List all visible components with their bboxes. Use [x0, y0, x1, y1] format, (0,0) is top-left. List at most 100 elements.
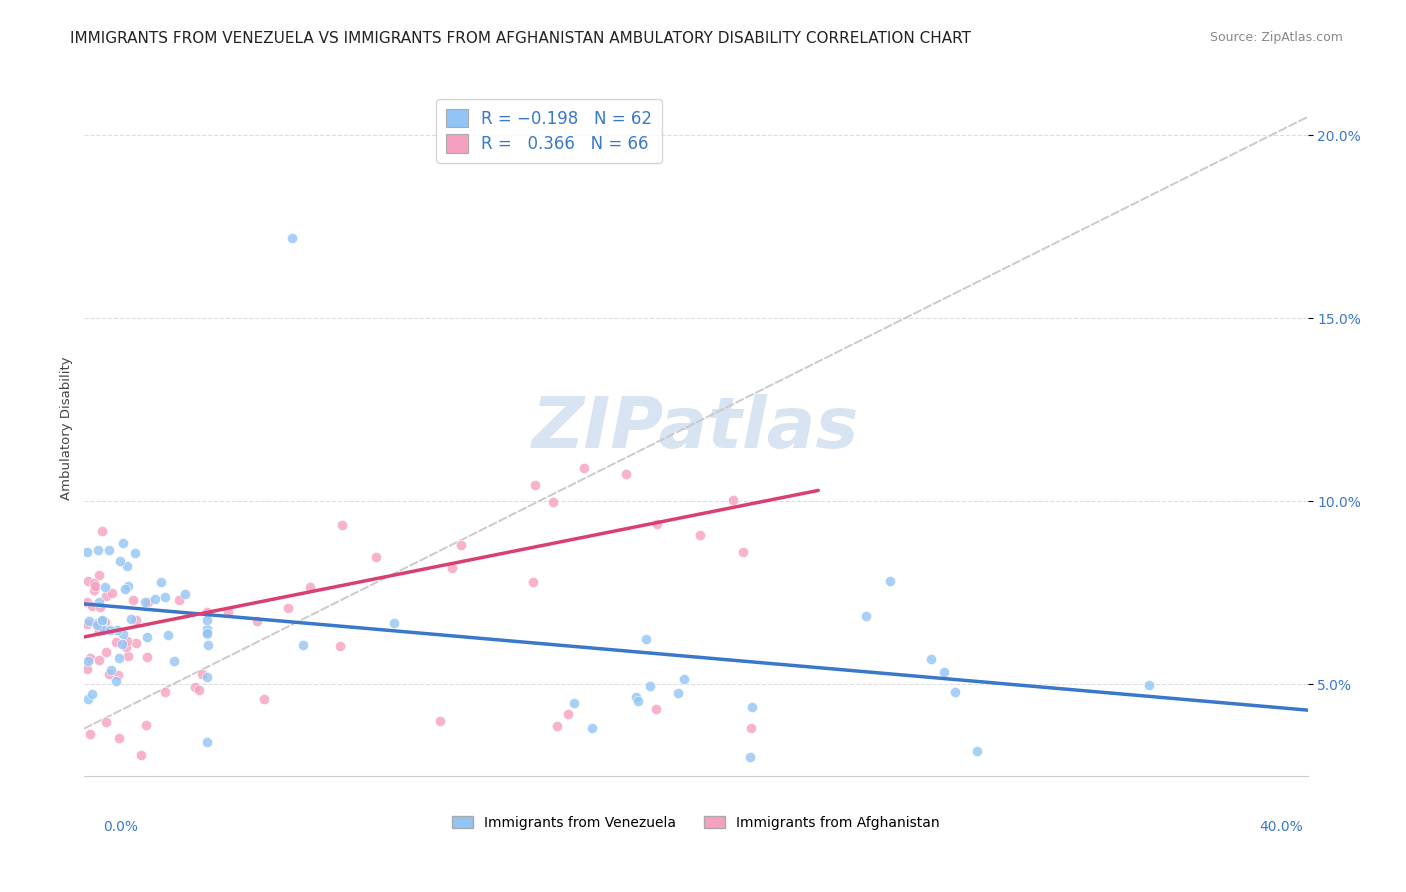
- Point: [627, 693, 650, 707]
- Text: IMMIGRANTS FROM VENEZUELA VS IMMIGRANTS FROM AFGHANISTAN AMBULATORY DISABILITY C: IMMIGRANTS FROM VENEZUELA VS IMMIGRANTS …: [70, 31, 972, 46]
- Point: [330, 517, 353, 532]
- Point: [117, 579, 139, 593]
- Point: [82, 599, 104, 614]
- Point: [246, 614, 269, 628]
- Point: [190, 666, 212, 681]
- Point: [131, 747, 153, 762]
- Point: [364, 550, 387, 565]
- Point: [98, 542, 121, 557]
- Point: [108, 731, 131, 746]
- Point: [96, 645, 118, 659]
- Point: [77, 692, 100, 706]
- Point: [120, 612, 142, 626]
- Point: [111, 627, 134, 641]
- Point: [522, 574, 544, 589]
- Point: [114, 582, 136, 597]
- Point: [523, 477, 546, 491]
- Point: [86, 543, 108, 558]
- Point: [277, 601, 299, 615]
- Point: [76, 617, 98, 632]
- Point: [666, 686, 689, 700]
- Point: [721, 492, 744, 507]
- Point: [173, 587, 195, 601]
- Point: [149, 574, 172, 589]
- Point: [111, 536, 134, 550]
- Point: [188, 682, 211, 697]
- Point: [541, 494, 564, 508]
- Point: [624, 690, 647, 704]
- Point: [134, 594, 156, 608]
- Point: [77, 614, 100, 628]
- Text: 40.0%: 40.0%: [1260, 821, 1303, 834]
- Point: [163, 654, 186, 668]
- Point: [634, 632, 657, 647]
- Point: [1137, 678, 1160, 692]
- Point: [934, 665, 956, 679]
- Point: [76, 595, 98, 609]
- Point: [96, 715, 118, 730]
- Point: [195, 735, 218, 749]
- Point: [195, 627, 218, 641]
- Point: [76, 662, 98, 676]
- Point: [167, 593, 190, 607]
- Point: [105, 635, 128, 649]
- Point: [94, 589, 117, 603]
- Point: [195, 626, 218, 640]
- Point: [557, 706, 579, 721]
- Point: [855, 608, 877, 623]
- Point: [107, 667, 129, 681]
- Point: [84, 579, 107, 593]
- Point: [91, 623, 114, 637]
- Point: [136, 595, 159, 609]
- Y-axis label: Ambulatory Disability: Ambulatory Disability: [60, 356, 73, 500]
- Point: [740, 721, 762, 735]
- Point: [638, 679, 661, 693]
- Point: [195, 622, 218, 636]
- Point: [879, 574, 901, 589]
- Point: [76, 545, 98, 559]
- Point: [98, 666, 121, 681]
- Point: [90, 524, 112, 538]
- Point: [76, 574, 98, 589]
- Point: [184, 680, 207, 694]
- Point: [107, 623, 129, 637]
- Point: [82, 687, 104, 701]
- Point: [124, 546, 146, 560]
- Point: [121, 592, 143, 607]
- Point: [87, 594, 110, 608]
- Point: [86, 617, 108, 632]
- Text: 0.0%: 0.0%: [103, 821, 138, 834]
- Point: [115, 634, 138, 648]
- Point: [614, 467, 637, 481]
- Point: [83, 576, 105, 591]
- Point: [94, 615, 117, 629]
- Point: [143, 591, 166, 606]
- Point: [740, 750, 762, 764]
- Point: [91, 613, 114, 627]
- Text: Source: ZipAtlas.com: Source: ZipAtlas.com: [1209, 31, 1343, 45]
- Point: [153, 685, 176, 699]
- Point: [79, 651, 101, 665]
- Point: [546, 719, 568, 733]
- Point: [110, 637, 132, 651]
- Point: [90, 614, 112, 628]
- Point: [156, 628, 179, 642]
- Point: [291, 638, 314, 652]
- Point: [98, 623, 121, 637]
- Point: [672, 672, 695, 686]
- Point: [253, 692, 276, 706]
- Point: [195, 613, 218, 627]
- Point: [195, 670, 218, 684]
- Point: [89, 599, 111, 614]
- Point: [124, 636, 146, 650]
- Point: [124, 613, 146, 627]
- Point: [136, 630, 159, 644]
- Point: [136, 650, 159, 665]
- Point: [94, 580, 117, 594]
- Point: [218, 605, 240, 619]
- Point: [689, 528, 711, 542]
- Point: [966, 744, 988, 758]
- Text: ZIPatlas: ZIPatlas: [533, 393, 859, 463]
- Point: [741, 699, 763, 714]
- Point: [382, 615, 405, 630]
